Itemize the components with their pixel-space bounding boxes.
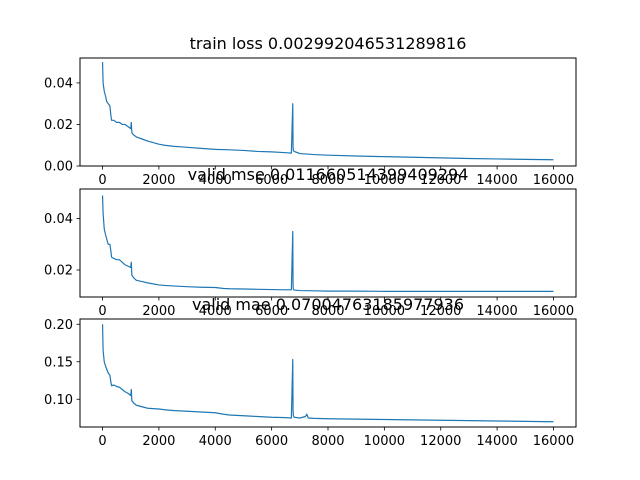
y-tick-label: 0.04: [44, 76, 73, 91]
subplot-title: valid mse 0.011660514399409294: [188, 165, 469, 184]
x-tick-label: 14000: [476, 304, 517, 319]
x-tick-label: 0: [98, 434, 106, 449]
y-tick-label: 0.02: [44, 264, 73, 279]
x-tick-label: 16000: [533, 304, 574, 319]
x-tick-label: 0: [98, 173, 106, 188]
x-tick-label: 8000: [311, 434, 344, 449]
axes-frame: [79, 188, 577, 298]
x-tick-label: 10000: [364, 304, 405, 319]
x-tick-label: 2000: [142, 434, 175, 449]
subplot-valid-mse: 0 2000 4000 6000 8000 10000 12000 14000 16000 0.0…: [44, 165, 577, 319]
x-tick-label: 12000: [420, 173, 461, 188]
x-tick-label: 2000: [142, 173, 175, 188]
x-tick-label: 12000: [420, 304, 461, 319]
x-tick-label: 10000: [364, 434, 405, 449]
x-tick-label: 8000: [311, 304, 344, 319]
x-tick-label: 0: [98, 304, 106, 319]
x-tick-label: 4000: [199, 434, 232, 449]
x-tick-label: 8000: [311, 173, 344, 188]
subplot-title: valid mae 0.07004763185977936: [192, 295, 464, 314]
y-tick-label: 0.10: [44, 393, 73, 408]
subplot-title: train loss 0.002992046531289816: [190, 34, 467, 53]
x-tick-label: 12000: [420, 434, 461, 449]
x-tick-label: 4000: [199, 173, 232, 188]
series-line: [101, 324, 554, 423]
x-tick-label: 10000: [364, 173, 405, 188]
y-tick-label: 0.02: [44, 118, 73, 133]
series-line: [101, 195, 554, 292]
x-tick-label: 16000: [533, 434, 574, 449]
x-tick-label: 6000: [255, 434, 288, 449]
x-tick-label: 16000: [533, 173, 574, 188]
x-tick-label: 4000: [199, 304, 232, 319]
y-tick-label: 0.20: [44, 318, 73, 333]
y-tick-label: 0.15: [44, 355, 73, 370]
x-tick-label: 6000: [255, 304, 288, 319]
series-line: [101, 62, 554, 161]
axes-frame: [79, 318, 577, 428]
axes-frame: [79, 57, 577, 167]
x-tick-label: 14000: [476, 173, 517, 188]
y-tick-label: 0.00: [44, 160, 73, 175]
x-tick-label: 2000: [142, 304, 175, 319]
subplot-valid-mae: 0 2000 4000 6000 8000 10000 12000 14000 16000 0.1…: [44, 295, 577, 449]
x-tick-label: 14000: [476, 434, 517, 449]
x-tick-label: 6000: [255, 173, 288, 188]
subplot-train-loss: 0 2000 4000 6000 8000 10000 12000 14000 16000 0.0…: [44, 34, 577, 188]
y-tick-label: 0.04: [44, 212, 73, 227]
